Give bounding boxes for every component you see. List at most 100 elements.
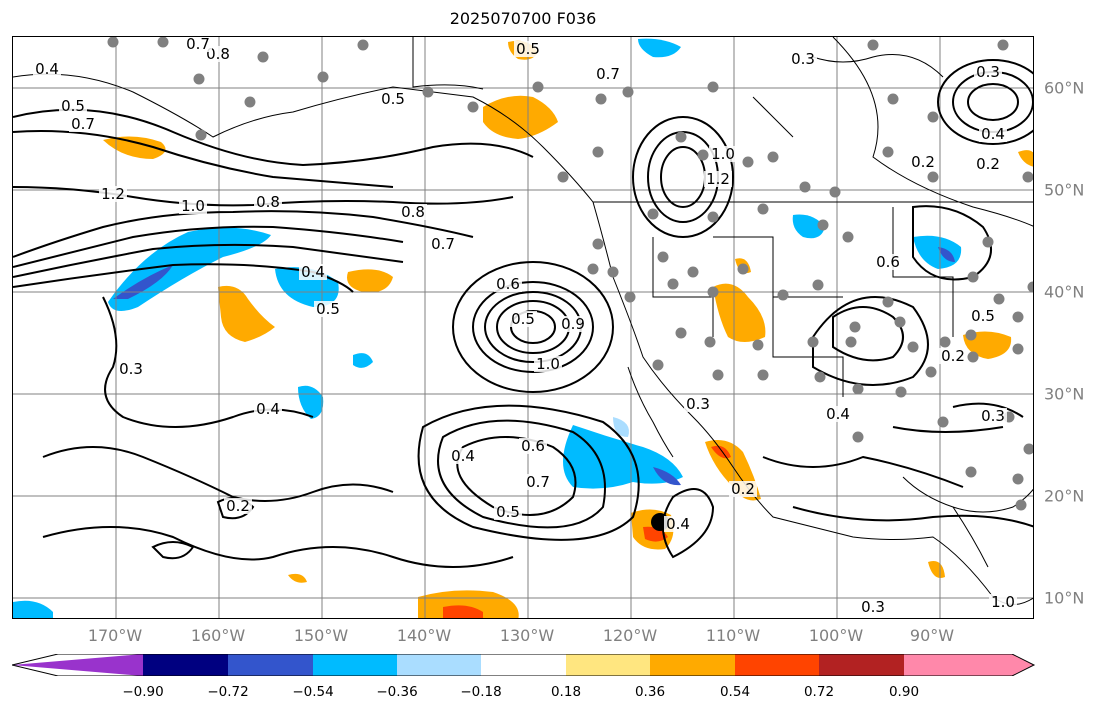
contour-label: 0.3: [861, 598, 885, 616]
contour-label: 0.8: [401, 203, 425, 221]
lat-label-20n: 20°N: [1044, 486, 1085, 506]
contour-label-bg: [969, 308, 997, 324]
contour-label-bg: [974, 156, 1002, 172]
contour-label: 1.2: [101, 185, 125, 203]
colorbar-cell: [566, 654, 650, 676]
contour-label: 0.2: [976, 155, 1000, 173]
contour-label: 1.0: [991, 593, 1015, 611]
contour-label: 0.4: [451, 447, 475, 465]
lon-label-120w: 120°W: [602, 626, 658, 645]
colorbar-tick-label: 0.72: [803, 684, 835, 700]
contour-label: 1.0: [181, 197, 205, 215]
contour-label-bg: [494, 276, 522, 292]
lat-label-50n: 50°N: [1044, 180, 1085, 200]
contour-label: 0.8: [256, 193, 280, 211]
contour-label: 1.2: [706, 170, 730, 188]
lon-label-110w: 110°W: [705, 626, 761, 645]
colorbar-cell: [735, 654, 819, 676]
colorbar-cell: [650, 654, 735, 676]
colorbar-tick-label: 0.18: [550, 684, 582, 700]
colorbar-cell: [143, 654, 228, 676]
map-title: 2025070700 F036: [449, 9, 597, 28]
contour-label-bg: [519, 438, 547, 454]
contour-label-bg: [254, 401, 282, 417]
contour-label: 0.8: [206, 45, 230, 63]
contour-label-bg: [594, 66, 622, 82]
colorbar-cell: [904, 654, 1034, 676]
contour-label-bg: [494, 504, 522, 520]
contour-label: 0.7: [431, 235, 455, 253]
lat-label-60n: 60°N: [1044, 78, 1085, 98]
lat-label-10n: 10°N: [1044, 588, 1085, 608]
contour-label: 0.9: [561, 315, 585, 333]
contour-label: 0.5: [511, 310, 535, 328]
contour-label: 0.6: [876, 253, 900, 271]
contour-label: 0.5: [516, 40, 540, 58]
lat-label-40n: 40°N: [1044, 282, 1085, 302]
contour-label: 0.6: [521, 437, 545, 455]
colorbar-tick-label: −0.54: [292, 684, 334, 700]
contour-label: 0.4: [826, 405, 850, 423]
contour-label-bg: [314, 301, 342, 317]
contour-label-bg: [99, 186, 127, 202]
colorbar-cell: [819, 654, 904, 676]
contour-label: 0.2: [731, 480, 755, 498]
contour-label-bg: [224, 498, 252, 514]
map-canvas: 0.40.50.70.81.21.0 0.80.80.70.50.40.50.30…: [13, 37, 1033, 618]
station-dots: [107, 37, 1033, 511]
contour-label: 0.4: [256, 400, 280, 418]
contour-label-bg: [429, 236, 457, 252]
lon-label-90w: 90°W: [909, 626, 955, 645]
lat-label-30n: 30°N: [1044, 384, 1085, 404]
contour-label-bg: [939, 348, 967, 364]
contour-label: 0.3: [119, 360, 143, 378]
map-panel[interactable]: 0.4 0.5 0.7 0.8 1.2 1.0 0.8 0.8 0.7 0.5 0.4 0.5 0.3 0…: [12, 36, 1034, 619]
contour-label-bg: [449, 448, 477, 464]
contour-label-bg: [704, 171, 732, 187]
colorbar-tick-label: 0.54: [719, 684, 751, 700]
contour-label-bg: [874, 254, 902, 270]
contour-label: 0.3: [791, 50, 815, 68]
colorbar-cell: [12, 654, 143, 676]
contour-labels: 0.40.50.70.81.21.0 0.80.80.70.50.40.50.30…: [33, 37, 1017, 616]
contour-label: 0.2: [941, 347, 965, 365]
colorbar-cell: [397, 654, 481, 676]
contour-label-bg: [184, 37, 212, 52]
lon-label-170w: 170°W: [87, 626, 143, 645]
colorbar-tick-label: 0.90: [888, 684, 920, 700]
contour-label-bg: [299, 264, 327, 280]
contour-label: 0.4: [981, 125, 1005, 143]
contour-label-bg: [979, 408, 1007, 424]
colorbar-tick-label: 0.36: [634, 684, 666, 700]
colorbar: [12, 654, 1036, 676]
lon-label-130w: 130°W: [499, 626, 555, 645]
contour-label: 0.5: [381, 90, 405, 108]
contour-label-bg: [859, 599, 887, 615]
contour-label: 0.5: [971, 307, 995, 325]
colorbar-tick-label: −0.36: [376, 684, 418, 700]
contour-label-bg: [974, 64, 1002, 80]
contour-label-bg: [709, 146, 737, 162]
contour-label-bg: [379, 91, 407, 107]
colorbar-cell: [228, 654, 313, 676]
contour-label-bg: [729, 481, 757, 497]
contour-label: 0.2: [226, 497, 250, 515]
contour-label: 0.7: [186, 37, 210, 53]
contour-label-bg: [399, 204, 427, 220]
contour-label: 0.2: [911, 153, 935, 171]
graticule: [13, 37, 1033, 618]
contour-label-bg: [33, 61, 61, 77]
contour-label: 0.7: [596, 65, 620, 83]
contour-label-bg: [524, 474, 552, 490]
contour-label-bg: [989, 594, 1017, 610]
colorbar-tick-label: −0.18: [460, 684, 502, 700]
colorbar-cell: [481, 654, 566, 676]
contour-label-bg: [534, 356, 562, 372]
contour-label: 0.4: [301, 263, 325, 281]
lon-label-150w: 150°W: [293, 626, 349, 645]
contour-label: 0.4: [666, 515, 690, 533]
contour-label: 0.3: [686, 395, 710, 413]
contour-label-bg: [514, 41, 542, 57]
contour-label: 0.7: [71, 115, 95, 133]
lon-label-160w: 160°W: [190, 626, 246, 645]
